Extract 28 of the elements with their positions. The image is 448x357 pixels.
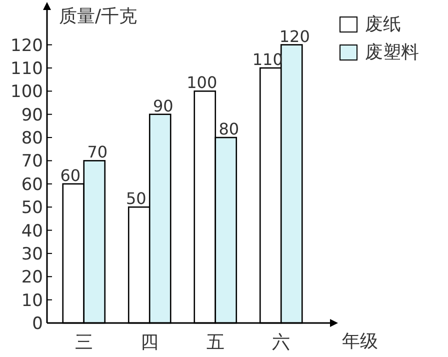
y-tick-label: 20 — [21, 268, 43, 288]
y-tick-label: 10 — [21, 290, 43, 311]
data-label: 100 — [186, 73, 218, 92]
y-tick-label: 60 — [21, 174, 43, 195]
y-tick-label: 40 — [21, 221, 43, 242]
y-axis-title: 质量/千克 — [59, 6, 138, 27]
data-label: 90 — [152, 96, 174, 116]
y-tick-label: 80 — [21, 128, 43, 149]
data-label: 120 — [279, 26, 310, 46]
legend-label: 废塑料 — [365, 42, 419, 63]
y-tick-label: 70 — [21, 152, 43, 172]
data-label: 70 — [87, 142, 108, 162]
y-tick-label: 90 — [21, 105, 43, 126]
x-tick-label: 三 — [74, 332, 93, 353]
data-label: 60 — [60, 166, 81, 185]
x-tick-label: 四 — [140, 332, 159, 353]
y-tick-label: 0 — [32, 314, 43, 334]
legend-label: 废纸 — [365, 14, 401, 35]
y-tick-label: 30 — [21, 244, 43, 264]
y-tick-label: 100 — [10, 82, 43, 102]
x-tick-label: 六 — [272, 332, 290, 353]
data-label: 50 — [126, 189, 146, 208]
x-axis-title: 年级 — [342, 331, 378, 352]
y-tick-label: 120 — [10, 36, 43, 56]
y-tick-label: 110 — [10, 58, 43, 79]
x-tick-label: 五 — [206, 332, 224, 353]
data-label: 80 — [218, 120, 240, 139]
y-tick-label: 50 — [21, 198, 43, 218]
